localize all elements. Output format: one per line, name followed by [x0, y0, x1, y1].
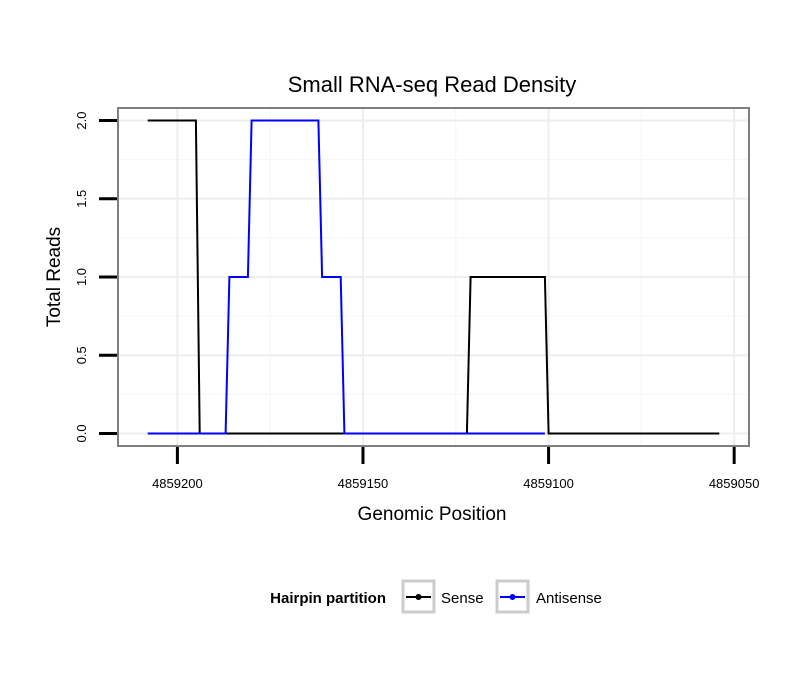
y-tick-label: 1.0: [74, 268, 89, 286]
legend-entry-antisense: Antisense: [495, 579, 602, 614]
legend-label-sense: Sense: [441, 590, 484, 607]
x-axis: 4859200 4859150 4859100 4859050: [152, 447, 759, 491]
legend-dot-sense: [415, 594, 422, 600]
y-axis-title: Total Reads: [44, 227, 65, 327]
legend: Hairpin partition Sense Antisense: [270, 579, 602, 614]
plot-panel-border: [117, 107, 750, 447]
y-tick-label: 0.5: [74, 346, 89, 364]
x-tick-label: 4859100: [523, 476, 574, 491]
grid-lines: [118, 108, 749, 446]
legend-label-antisense: Antisense: [536, 590, 602, 607]
x-axis-title: Genomic Position: [358, 504, 507, 525]
chart-title: Small RNA-seq Read Density: [288, 72, 577, 97]
legend-entry-sense: Sense: [401, 579, 484, 614]
y-axis: 0.0 0.5 1.0 1.5 2.0: [74, 111, 117, 443]
series-line-sense: [147, 119, 720, 435]
series-line-antisense: [147, 119, 545, 435]
x-tick-label: 4859150: [338, 476, 389, 491]
x-tick-label: 4859050: [709, 476, 760, 491]
series-lines: [147, 119, 720, 435]
x-tick-label: 4859200: [152, 476, 203, 491]
y-tick-label: 0.0: [74, 424, 89, 442]
legend-dot-antisense: [509, 594, 516, 600]
legend-title: Hairpin partition: [270, 590, 386, 607]
y-tick-label: 1.5: [74, 190, 89, 208]
y-tick-label: 2.0: [74, 111, 89, 129]
